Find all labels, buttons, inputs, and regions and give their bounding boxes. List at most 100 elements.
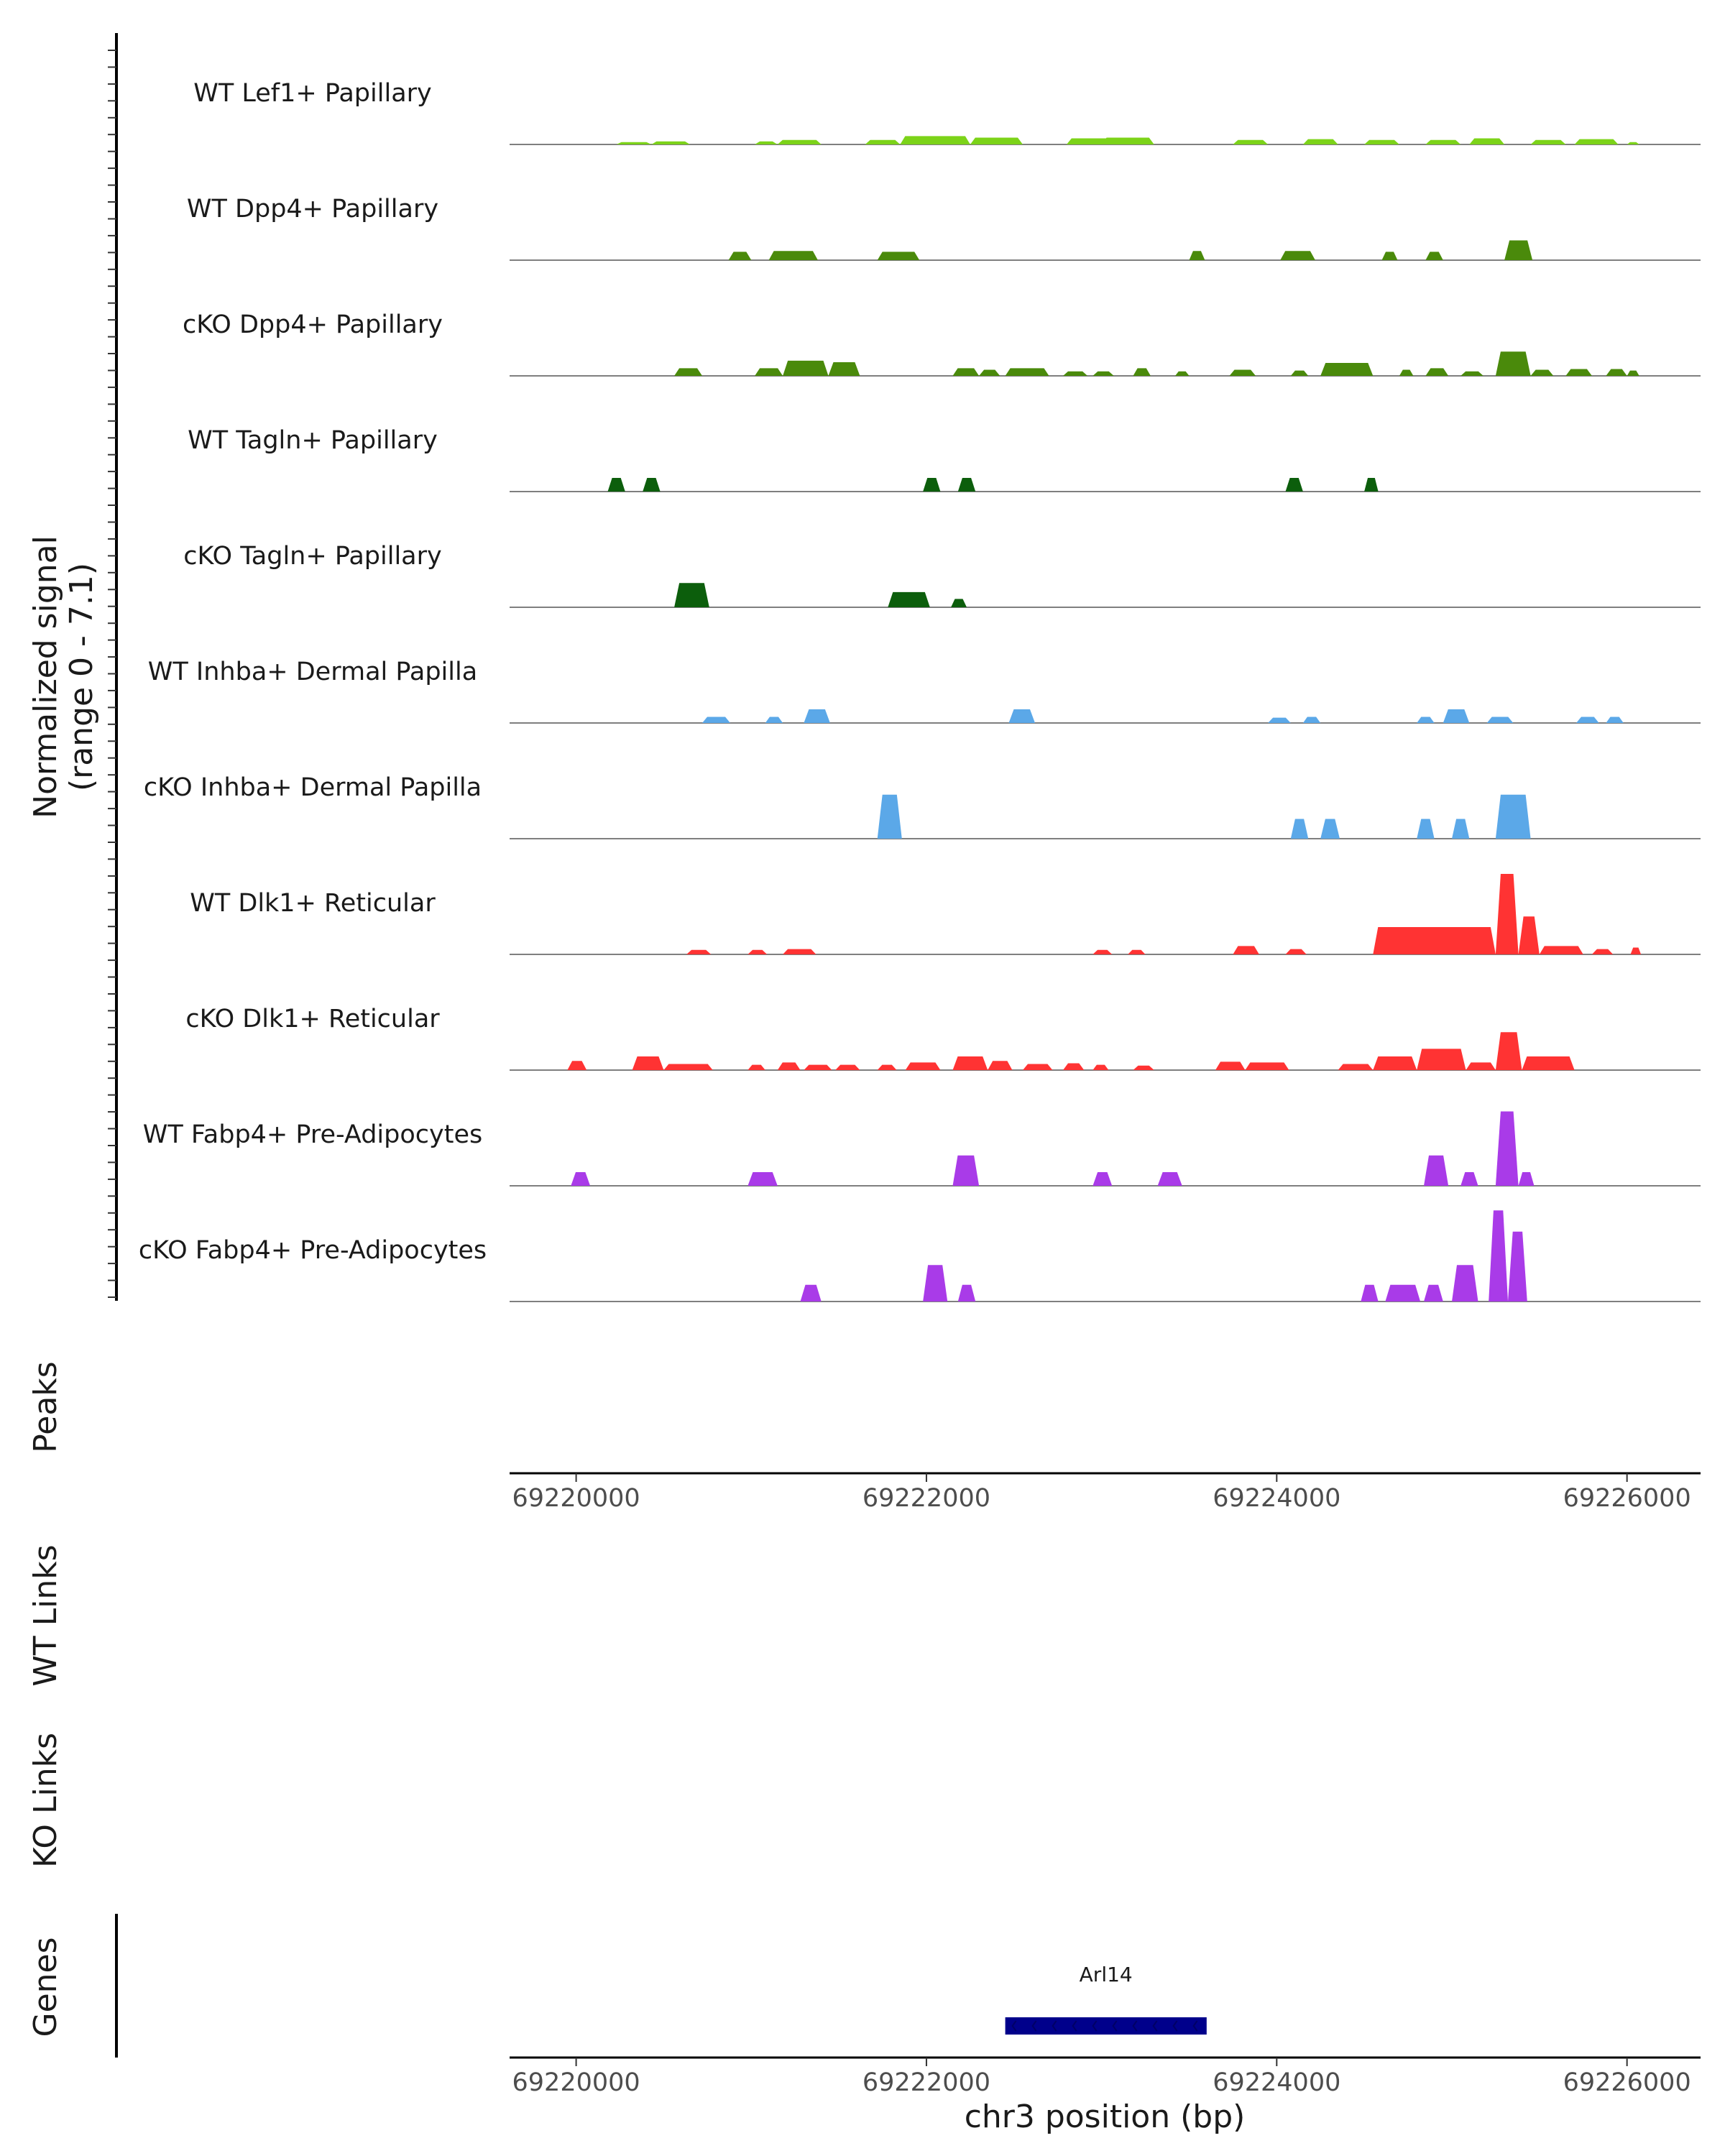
coverage-peak	[1290, 370, 1309, 376]
coverage-peak	[1189, 251, 1205, 260]
coverage-peak	[1280, 251, 1315, 260]
coverage-peak	[1495, 1032, 1522, 1070]
coverage-peak	[923, 478, 941, 492]
coverage-peak	[663, 1064, 713, 1070]
coverage-peak	[1023, 1064, 1053, 1070]
strand-arrow	[1092, 2020, 1098, 2032]
coverage-peak	[835, 1064, 860, 1070]
coverage-peak	[1320, 819, 1340, 839]
coverage-peak	[1175, 371, 1190, 376]
coverage-peak	[1591, 949, 1614, 954]
x-tick-label: 69224000	[1213, 2068, 1340, 2097]
strand-arrow	[1132, 2020, 1138, 2032]
coverage-peak	[1399, 369, 1414, 376]
track-label: cKO Dpp4+ Papillary	[183, 310, 443, 339]
coverage-peak	[1574, 139, 1619, 144]
coverage-peak	[1364, 139, 1399, 144]
coverage-peak	[777, 139, 822, 144]
coverage-peak	[1508, 1231, 1527, 1302]
coverage-peak	[755, 141, 778, 144]
strand-arrow	[1052, 2020, 1057, 2032]
coverage-peak	[957, 478, 976, 492]
coverage-peak	[1008, 709, 1035, 723]
coverage-peak	[1373, 927, 1496, 954]
coverage-peak	[651, 141, 690, 144]
track: cKO Tagln+ Papillary	[183, 542, 1701, 608]
coverage-peak	[1518, 1172, 1535, 1186]
coverage-tracks: WT Lef1+ Papillary WT Dpp4+ Papillary cKO …	[139, 79, 1701, 1302]
coverage-peak	[1424, 1155, 1449, 1186]
coverage-peak	[988, 1061, 1013, 1070]
coverage-peak	[1539, 946, 1583, 954]
coverage-peak	[567, 1061, 587, 1070]
coverage-peak	[1133, 368, 1151, 376]
track-label: WT Lef1+ Papillary	[193, 79, 432, 108]
coverage-peak	[1576, 717, 1599, 723]
y-axis-title: Normalized signal (range 0 - 7.1)	[27, 535, 100, 819]
track-label: WT Fabp4+ Pre-Adipocytes	[143, 1120, 482, 1149]
coverage-peak	[828, 362, 860, 376]
track-label: WT Tagln+ Papillary	[188, 426, 438, 455]
coverage-peak	[957, 1284, 976, 1302]
coverage-peak	[674, 583, 709, 607]
peaks-x-axis-ticks: 69220000 69222000 69224000 69226000	[512, 1473, 1691, 1513]
x-tick-label: 69226000	[1563, 2068, 1691, 2097]
coverage-peak	[1495, 1111, 1519, 1186]
coverage-peak	[783, 360, 829, 376]
genes-x-axis: 69220000 69222000 69224000 69226000 chr3 po…	[510, 2056, 1701, 2135]
track-label: cKO Tagln+ Papillary	[183, 542, 442, 571]
coverage-peak	[804, 1064, 832, 1070]
coverage-peak	[951, 599, 967, 607]
coverage-peak	[616, 142, 652, 144]
x-tick-label: 69226000	[1563, 1484, 1691, 1513]
coverage-peak	[1215, 1061, 1246, 1070]
track: WT Inhba+ Dermal Papilla	[148, 658, 1701, 724]
track-label: WT Inhba+ Dermal Papilla	[148, 658, 477, 686]
coverage-peak	[1338, 1064, 1374, 1070]
peaks-x-axis: 69220000 69222000 69224000 69226000	[510, 1472, 1701, 1513]
coverage-peak	[1245, 1062, 1289, 1070]
track: WT Tagln+ Papillary	[188, 426, 1701, 492]
coverage-peak	[1495, 794, 1531, 839]
coverage-peak	[755, 368, 783, 376]
gene: Arl14	[1005, 1963, 1207, 2035]
coverage-peak	[1518, 916, 1540, 954]
track: cKO Inhba+ Dermal Papilla	[144, 773, 1701, 839]
coverage-peak	[1425, 139, 1461, 144]
coverage-peak	[686, 949, 712, 954]
coverage-peak	[1489, 1210, 1508, 1302]
coverage-peak	[1565, 369, 1592, 376]
track: WT Dlk1+ Reticular	[190, 874, 1701, 955]
track: WT Dpp4+ Papillary	[187, 195, 1701, 261]
coverage-peak	[1128, 949, 1146, 954]
coverage-peak	[888, 591, 930, 607]
track: cKO Dpp4+ Papillary	[183, 310, 1701, 377]
track: cKO Fabp4+ Pre-Adipocytes	[139, 1210, 1701, 1302]
coverage-peak	[970, 137, 1023, 144]
coverage-peak	[1229, 369, 1256, 376]
track: WT Lef1+ Papillary	[193, 79, 1701, 145]
x-tick-label: 69220000	[512, 2068, 640, 2097]
coverage-peak	[777, 1062, 801, 1070]
coverage-peak	[1495, 351, 1531, 376]
coverage-peak	[1469, 138, 1505, 144]
coverage-peak	[1425, 368, 1449, 376]
coverage-peak	[571, 1172, 591, 1186]
coverage-peak	[1005, 368, 1049, 376]
coverage-peak	[632, 1056, 664, 1070]
track: WT Fabp4+ Pre-Adipocytes	[143, 1111, 1701, 1187]
coverage-peak	[1443, 709, 1470, 723]
track-label: cKO Inhba+ Dermal Papilla	[144, 773, 482, 802]
coverage-peak	[783, 949, 816, 954]
coverage-peak	[748, 949, 768, 954]
coverage-peak	[1302, 139, 1338, 144]
coverage-y-ticks	[108, 50, 116, 1298]
gene-models: Arl14	[1005, 1963, 1207, 2035]
ko-links-panel-label: KO Links	[27, 1733, 64, 1868]
coverage-peak	[1268, 717, 1291, 723]
coverage-peak	[1157, 1172, 1182, 1186]
coverage-peak	[1452, 1265, 1478, 1302]
x-tick-label: 69220000	[512, 1484, 640, 1513]
coverage-peak	[1460, 1172, 1478, 1186]
